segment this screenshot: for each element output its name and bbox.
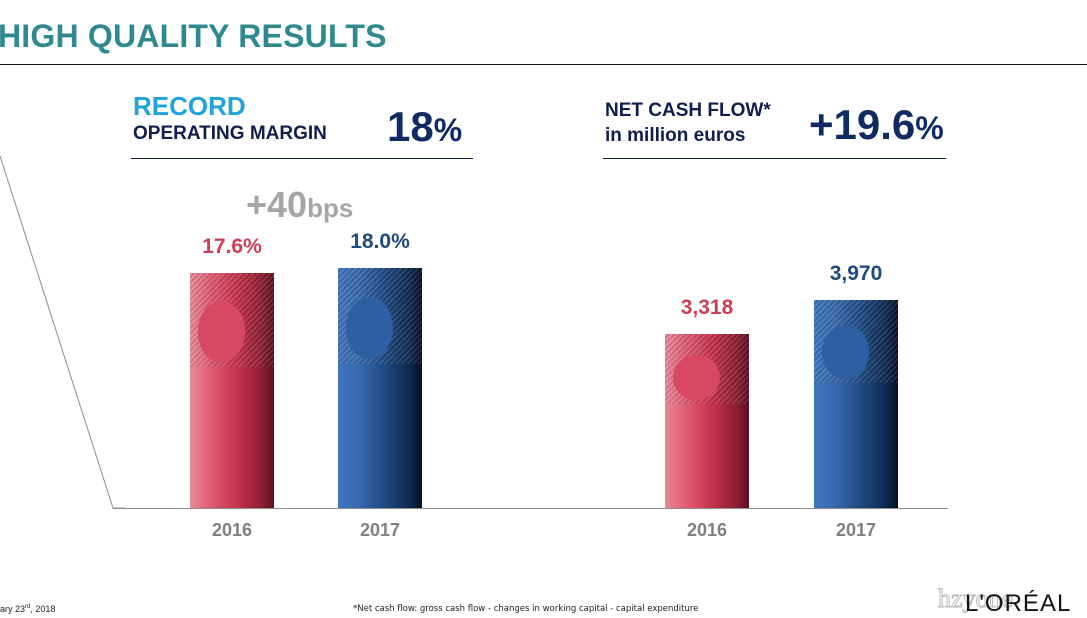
delta-unit: bps [307, 193, 354, 223]
data-label-margin-2017: 18.0% [350, 230, 410, 253]
page-title: HIGH QUALITY RESULTS [0, 18, 387, 54]
kpi-left-unit: % [433, 112, 463, 148]
kpi-right-divider [603, 158, 946, 159]
kpi-net-cash-flow-value: +19.6% [809, 101, 944, 149]
kpi-operating-margin-value: 18% [387, 103, 462, 151]
presentation-date: ary 23rd, 2018 [0, 604, 55, 614]
lipstick-tip [346, 296, 393, 360]
delta-bps-label: +40bps [246, 184, 353, 226]
data-label-margin-2016: 17.6% [202, 235, 262, 258]
data-label-cashflow-2017: 3,970 [829, 262, 883, 285]
lipstick-tip [822, 324, 869, 380]
date-main: ary 23 [0, 604, 26, 614]
delta-value: +40 [246, 184, 308, 225]
x-tick-label-margin-2016: 2016 [211, 520, 253, 540]
title-divider [0, 64, 1087, 65]
x-axis-line [113, 508, 948, 509]
bar-margin-2016 [190, 273, 274, 508]
bar-cashflow-2017 [814, 300, 898, 508]
kpi-net-cash-flow-label: NET CASH FLOW* [605, 100, 771, 121]
loreal-logo: L'ORÉAL [965, 590, 1072, 617]
date-tail: , 2018 [30, 604, 56, 614]
lipstick-tip [198, 301, 245, 363]
kpi-right-number: +19.6 [809, 101, 916, 148]
x-tick-label-margin-2017: 2017 [359, 520, 401, 540]
kpi-left-divider [131, 158, 473, 159]
watermark: hzyone [937, 584, 1014, 614]
kpi-record-label: RECORD [133, 91, 246, 121]
data-label-cashflow-2016: 3,318 [680, 296, 734, 319]
bar-cashflow-2016 [665, 334, 749, 508]
kpi-left-number: 18 [387, 103, 434, 150]
bar-margin-2017 [338, 268, 422, 508]
kpi-right-unit: % [915, 110, 944, 146]
lipstick-tip [673, 354, 720, 401]
kpi-operating-margin-label: OPERATING MARGIN [133, 123, 327, 144]
date-sup: rd [25, 604, 31, 610]
kpi-unit-label: in million euros [605, 125, 746, 146]
x-tick-label-cashflow-2017: 2017 [835, 520, 877, 540]
x-tick-label-cashflow-2016: 2016 [686, 520, 728, 540]
footnote: *Net cash flow: gross cash flow - change… [353, 604, 699, 614]
